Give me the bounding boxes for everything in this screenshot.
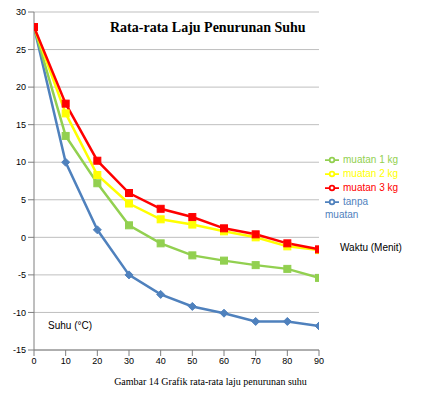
svg-text:40: 40 bbox=[156, 356, 166, 366]
svg-text:30: 30 bbox=[16, 7, 26, 17]
svg-text:90: 90 bbox=[314, 356, 324, 366]
svg-text:10: 10 bbox=[61, 356, 71, 366]
svg-text:-10: -10 bbox=[13, 308, 26, 318]
html-text:muatan 1 kg: muatan 1 kg bbox=[343, 153, 398, 165]
html-text:Rata-rata Laju Penurunan Suhu: Rata-rata Laju Penurunan Suhu bbox=[110, 20, 306, 35]
svg-text:70: 70 bbox=[251, 356, 261, 366]
svg-text:0: 0 bbox=[21, 233, 26, 243]
svg-text:0: 0 bbox=[31, 356, 36, 366]
html-text:muatan 3 kg: muatan 3 kg bbox=[343, 181, 398, 193]
svg-text:10: 10 bbox=[16, 157, 26, 167]
svg-text:50: 50 bbox=[187, 356, 197, 366]
svg-text:20: 20 bbox=[16, 82, 26, 92]
svg-text:5: 5 bbox=[21, 195, 26, 205]
html-text:Suhu (°C): Suhu (°C) bbox=[48, 320, 92, 331]
svg-text:60: 60 bbox=[219, 356, 229, 366]
svg-text:25: 25 bbox=[16, 45, 26, 55]
svg-text:20: 20 bbox=[92, 356, 102, 366]
svg-text:-5: -5 bbox=[18, 270, 26, 280]
html-text:Waktu (Menit): Waktu (Menit) bbox=[340, 242, 402, 253]
svg-text:15: 15 bbox=[16, 120, 26, 130]
svg-text:30: 30 bbox=[124, 356, 134, 366]
html-text:tanpa muatan: tanpa muatan bbox=[325, 195, 368, 220]
svg-text:-15: -15 bbox=[13, 345, 26, 355]
html-text:muatan 2 kg: muatan 2 kg bbox=[343, 167, 398, 179]
svg-text:80: 80 bbox=[282, 356, 292, 366]
html-text:Gambar 14 Grafik rata-rata laj: Gambar 14 Grafik rata-rata laju penuruna… bbox=[114, 376, 307, 387]
